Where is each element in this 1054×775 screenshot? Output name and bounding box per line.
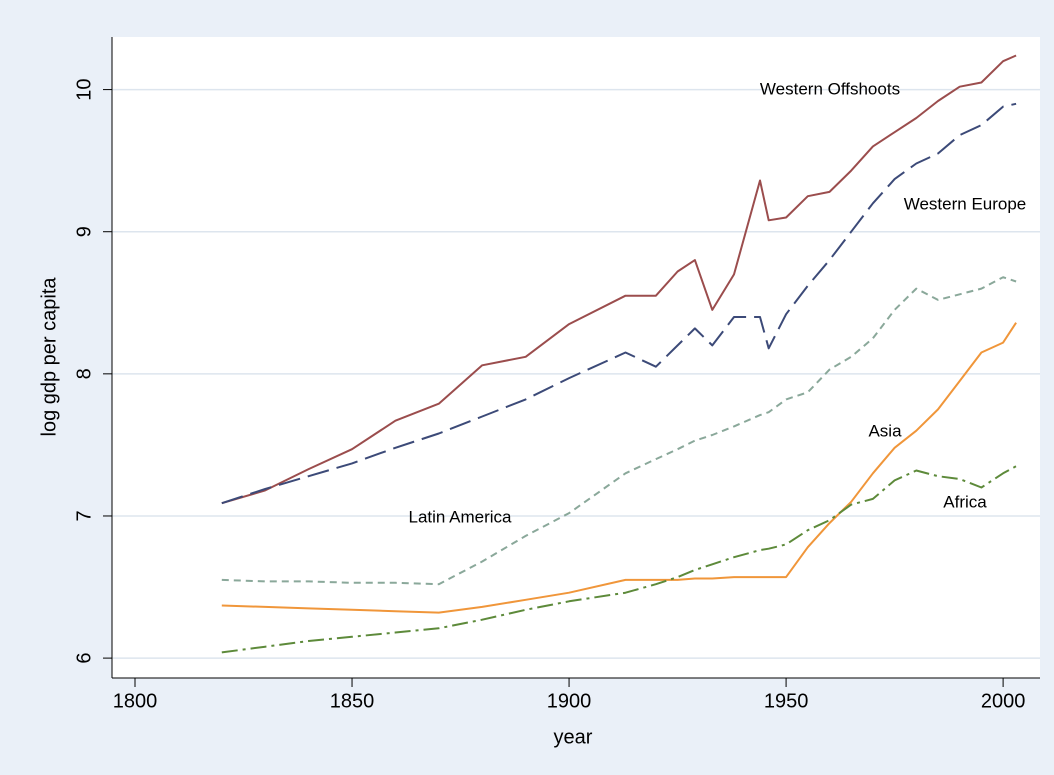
x-tick-label: 2000 [981, 690, 1026, 712]
series-line [221, 276, 1017, 586]
y-axis-title: log gdp per capita [38, 277, 60, 437]
series-label: Africa [943, 492, 987, 511]
plot-area [112, 37, 1040, 678]
x-tick-label: 1950 [764, 690, 809, 712]
x-tick-label: 1850 [330, 690, 375, 712]
x-tick-label: 1900 [547, 690, 592, 712]
y-tick-label: 10 [73, 78, 95, 100]
y-tick-label: 7 [73, 510, 95, 521]
y-tick-label: 8 [73, 368, 95, 379]
x-axis-title: year [554, 726, 593, 748]
series-label: Latin America [409, 507, 513, 526]
x-tick-label: 1800 [113, 690, 158, 712]
y-tick-label: 9 [73, 226, 95, 237]
series-label: Western Offshoots [760, 79, 900, 98]
series-label: Asia [868, 421, 902, 440]
series-line [221, 54, 1017, 505]
series-line [221, 322, 1017, 614]
series-line [221, 102, 1017, 505]
series-line [221, 465, 1017, 654]
y-tick-label: 6 [73, 653, 95, 664]
series-label: Western Europe [904, 194, 1027, 213]
